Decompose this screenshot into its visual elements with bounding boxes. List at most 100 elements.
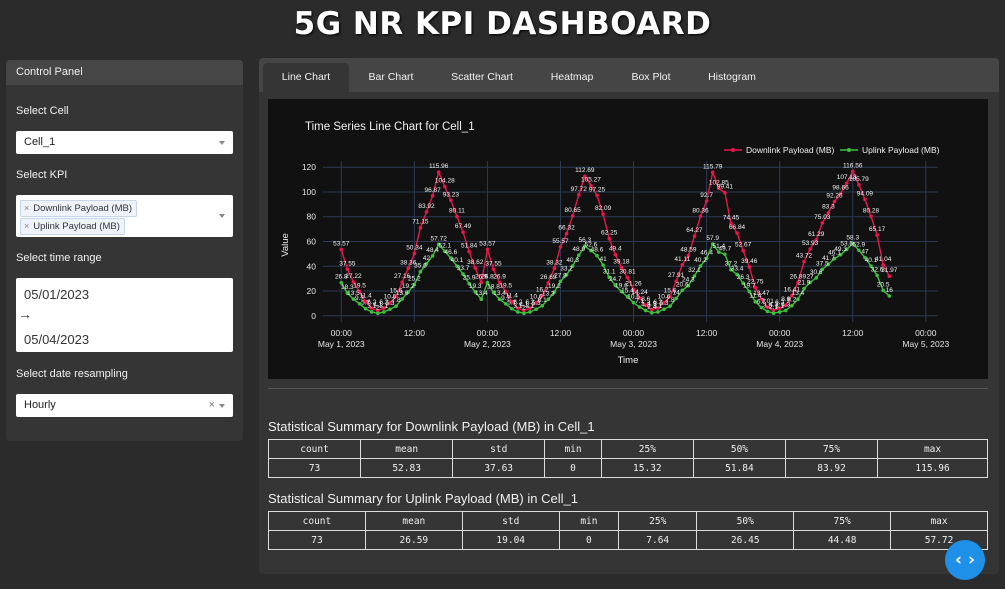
downlink-data-point[interactable] <box>540 293 545 298</box>
uplink-data-point[interactable] <box>650 311 654 315</box>
downlink-data-point[interactable] <box>601 212 605 216</box>
downlink-data-point[interactable] <box>558 245 563 249</box>
uplink-data-point[interactable] <box>662 307 666 312</box>
uplink-data-point[interactable] <box>351 297 356 301</box>
downlink-data-point[interactable] <box>534 300 538 305</box>
downlink-data-point[interactable] <box>631 287 636 292</box>
uplink-data-point[interactable] <box>430 254 435 258</box>
uplink-data-point[interactable] <box>656 310 660 314</box>
downlink-data-point[interactable] <box>552 266 557 271</box>
chevron-down-icon[interactable] <box>219 403 225 408</box>
downlink-data-point[interactable] <box>394 294 398 299</box>
uplink-data-point[interactable] <box>674 296 678 301</box>
downlink-data-point[interactable] <box>820 221 825 225</box>
downlink-data-point[interactable] <box>692 234 697 239</box>
uplink-data-point[interactable] <box>741 281 745 286</box>
downlink-data-point[interactable] <box>412 251 417 256</box>
code-brackets-icon[interactable]: ‹ › <box>945 540 985 580</box>
downlink-data-point[interactable] <box>449 198 453 203</box>
uplink-data-point[interactable] <box>400 297 404 301</box>
downlink-data-point[interactable] <box>814 238 819 242</box>
uplink-data-point[interactable] <box>680 288 685 293</box>
downlink-data-point[interactable] <box>802 259 806 264</box>
chevron-down-icon[interactable] <box>219 214 225 218</box>
downlink-data-point[interactable] <box>662 300 666 305</box>
downlink-data-point[interactable] <box>461 230 465 235</box>
chart-legend[interactable]: Downlink Payload (MB) Uplink Payload (MB… <box>724 145 940 155</box>
downlink-data-point[interactable] <box>503 289 508 294</box>
downlink-data-point[interactable] <box>363 299 368 304</box>
uplink-data-point[interactable] <box>467 281 471 286</box>
tab-histogram[interactable]: Histogram <box>708 71 756 83</box>
uplink-data-point[interactable] <box>631 300 636 305</box>
uplink-data-point[interactable] <box>850 241 855 246</box>
downlink-data-point[interactable] <box>771 308 776 313</box>
uplink-data-point[interactable] <box>723 252 727 257</box>
downlink-data-point[interactable] <box>467 249 471 254</box>
uplink-data-point[interactable] <box>540 303 545 308</box>
downlink-data-point[interactable] <box>723 190 727 195</box>
uplink-data-point[interactable] <box>570 264 575 268</box>
uplink-data-point[interactable] <box>875 273 879 278</box>
tab-scatter-chart[interactable]: Scatter Chart <box>451 71 513 83</box>
downlink-data-point[interactable] <box>430 194 435 198</box>
downlink-data-point[interactable] <box>485 247 490 252</box>
uplink-data-point[interactable] <box>790 303 794 308</box>
chevron-down-icon[interactable] <box>219 140 225 145</box>
remove-tag-icon[interactable]: × <box>24 203 30 213</box>
uplink-data-point[interactable] <box>534 307 538 312</box>
downlink-data-point[interactable] <box>589 183 593 188</box>
downlink-data-point[interactable] <box>832 199 837 204</box>
uplink-data-point[interactable] <box>668 304 672 308</box>
downlink-data-point[interactable] <box>576 192 581 197</box>
downlink-data-point[interactable] <box>716 186 721 191</box>
downlink-data-point[interactable] <box>686 253 691 258</box>
uplink-data-point[interactable] <box>363 306 368 311</box>
downlink-data-point[interactable] <box>674 279 678 284</box>
downlink-data-point[interactable] <box>595 193 599 198</box>
downlink-data-point[interactable] <box>747 265 752 269</box>
downlink-data-point[interactable] <box>838 191 843 196</box>
resampling-dropdown[interactable]: Hourly × <box>16 394 233 417</box>
uplink-data-point[interactable] <box>479 297 484 302</box>
downlink-data-point[interactable] <box>339 247 344 252</box>
uplink-data-point[interactable] <box>692 274 697 278</box>
downlink-data-point[interactable] <box>516 306 520 310</box>
kpi-multiselect[interactable]: × Downlink Payload (MB) × Uplink Payload (… <box>16 195 233 237</box>
downlink-data-point[interactable] <box>741 248 745 253</box>
uplink-data-point[interactable] <box>436 242 441 247</box>
downlink-data-point[interactable] <box>735 231 739 235</box>
uplink-data-point[interactable] <box>461 272 465 276</box>
downlink-data-point[interactable] <box>765 305 770 309</box>
uplink-data-point[interactable] <box>442 249 447 254</box>
uplink-data-point[interactable] <box>802 286 806 291</box>
downlink-data-point[interactable] <box>613 252 618 257</box>
uplink-data-point[interactable] <box>576 253 581 258</box>
uplink-data-point[interactable] <box>796 297 800 302</box>
uplink-data-point[interactable] <box>832 256 837 261</box>
downlink-data-point[interactable] <box>479 280 484 285</box>
tab-bar-chart[interactable]: Bar Chart <box>368 71 414 83</box>
remove-tag-icon[interactable]: × <box>24 221 30 231</box>
uplink-data-point[interactable] <box>418 269 423 274</box>
downlink-data-point[interactable] <box>704 199 709 203</box>
downlink-data-point[interactable] <box>491 267 496 272</box>
uplink-data-point[interactable] <box>869 264 873 268</box>
downlink-data-point[interactable] <box>759 297 764 301</box>
uplink-data-point[interactable] <box>601 263 605 267</box>
downlink-data-point[interactable] <box>619 265 624 270</box>
downlink-data-point[interactable] <box>424 210 429 214</box>
uplink-data-point[interactable] <box>637 305 642 309</box>
uplink-data-point[interactable] <box>771 311 776 316</box>
downlink-data-point[interactable] <box>509 299 514 304</box>
uplink-data-point[interactable] <box>369 310 374 314</box>
uplink-data-point[interactable] <box>455 264 459 268</box>
downlink-data-point[interactable] <box>656 306 660 310</box>
uplink-data-point[interactable] <box>607 275 611 280</box>
downlink-data-point[interactable] <box>345 267 350 272</box>
uplink-data-point[interactable] <box>826 262 831 266</box>
uplink-data-point[interactable] <box>516 310 520 314</box>
downlink-data-point[interactable] <box>643 303 648 307</box>
uplink-data-point[interactable] <box>887 294 892 298</box>
downlink-data-point[interactable] <box>777 306 782 310</box>
